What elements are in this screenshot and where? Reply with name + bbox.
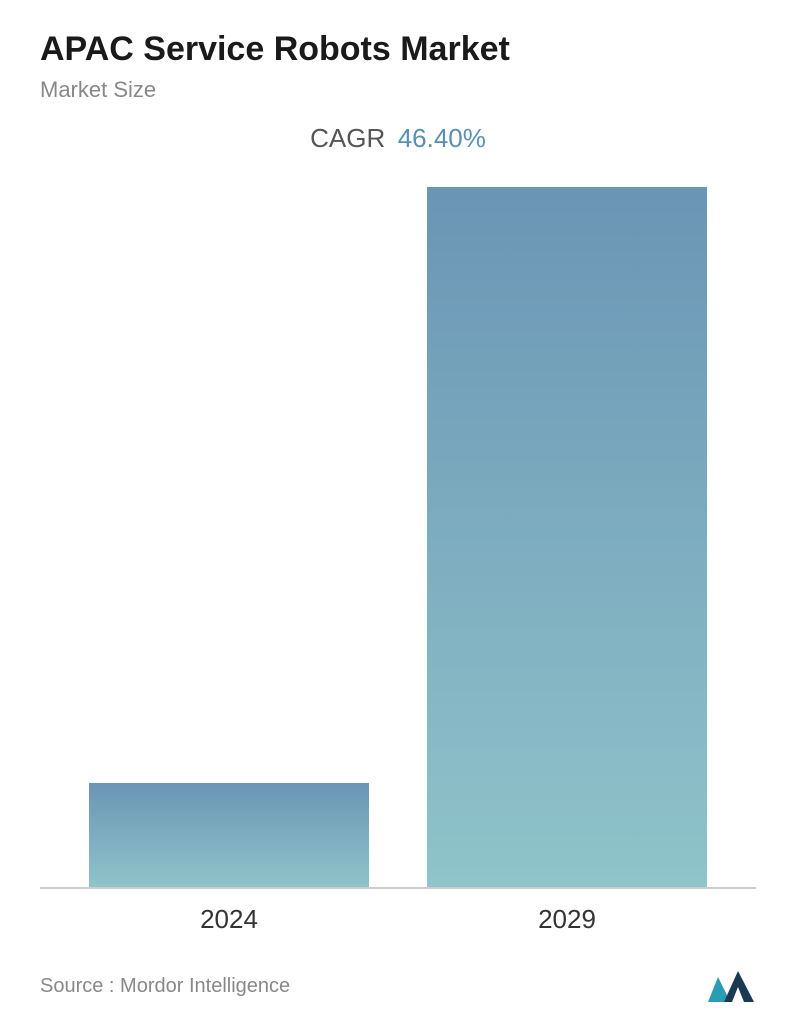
- source-text: Source : Mordor Intelligence: [40, 975, 290, 998]
- bar-label: 2024: [89, 904, 369, 935]
- footer: Source : Mordor Intelligence: [40, 969, 756, 1004]
- cagr-label: CAGR: [310, 123, 385, 153]
- bar-labels-row: 2024 2029: [40, 889, 756, 935]
- cagr-block: CAGR 46.40%: [40, 123, 756, 154]
- bar-label: 2029: [427, 904, 707, 935]
- source-label: Source :: [40, 975, 114, 997]
- bar-container: [427, 187, 707, 887]
- bar: [427, 187, 707, 887]
- chart-subtitle: Market Size: [40, 77, 756, 103]
- bar-container: [89, 783, 369, 887]
- bar: [89, 783, 369, 887]
- mordor-logo-icon: [706, 969, 756, 1004]
- chart-title: APAC Service Robots Market: [40, 30, 756, 69]
- cagr-value: 46.40%: [398, 123, 486, 153]
- source-name: Mordor Intelligence: [120, 975, 290, 997]
- chart-area: [40, 169, 756, 889]
